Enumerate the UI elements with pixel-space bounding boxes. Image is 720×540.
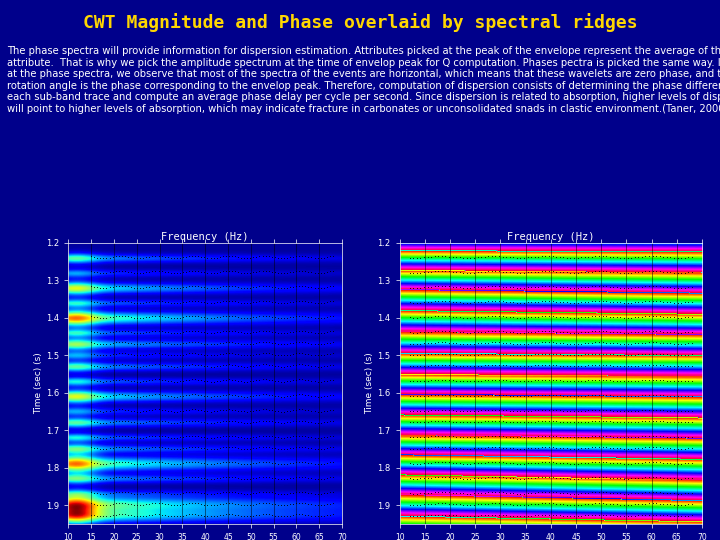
- Y-axis label: Time (sec) (s): Time (sec) (s): [35, 353, 43, 414]
- Text: The phase spectra will provide information for dispersion estimation. Attributes: The phase spectra will provide informati…: [7, 46, 720, 114]
- Text: CWT Magnitude and Phase overlaid by spectral ridges: CWT Magnitude and Phase overlaid by spec…: [83, 14, 637, 32]
- Title: Frequency (Hz): Frequency (Hz): [161, 232, 249, 242]
- Y-axis label: Time (sec) (s): Time (sec) (s): [366, 353, 374, 414]
- Title: Frequency (Hz): Frequency (Hz): [507, 232, 595, 242]
